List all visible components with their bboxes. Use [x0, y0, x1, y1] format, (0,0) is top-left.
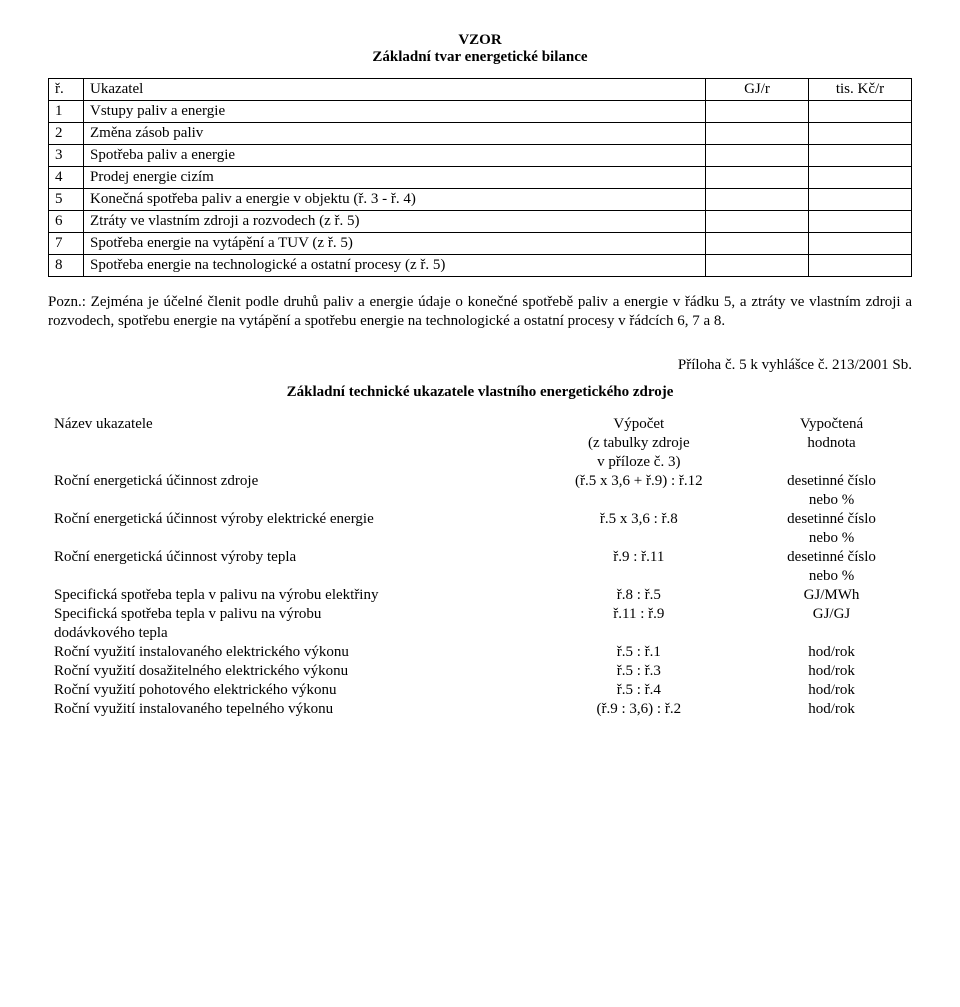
table-row-gj — [706, 255, 809, 277]
indicator-formula: ř.5 : ř.1 — [527, 643, 751, 662]
t2-head-c2c: v příloze č. 3) — [527, 453, 751, 472]
indicators-table: Název ukazatele Výpočet Vypočtená (z tab… — [48, 415, 912, 719]
table-row-kc — [809, 167, 912, 189]
table-row-gj — [706, 211, 809, 233]
indicator-name: Roční využití instalovaného tepelného vý… — [48, 700, 527, 719]
table-row-kc — [809, 145, 912, 167]
indicator-name: Roční energetická účinnost výroby elektr… — [48, 510, 527, 529]
t1-head-r: ř. — [49, 79, 84, 101]
annex-label: Příloha č. 5 k vyhlášce č. 213/2001 Sb. — [48, 357, 912, 374]
indicator-name: Specifická spotřeba tepla v palivu na vý… — [48, 586, 527, 605]
indicator-name: Roční využití instalovaného elektrického… — [48, 643, 527, 662]
table-row-kc — [809, 233, 912, 255]
indicator-formula: ř.8 : ř.5 — [527, 586, 751, 605]
table-row-label: Spotřeba paliv a energie — [84, 145, 706, 167]
indicator-name-cont — [48, 529, 527, 548]
table-row-kc — [809, 189, 912, 211]
t2-head-c3b: hodnota — [751, 434, 912, 453]
indicator-value: desetinné číslo — [751, 548, 912, 567]
table-row-gj — [706, 123, 809, 145]
t2-head-empty2 — [48, 453, 527, 472]
section-title: Základní technické ukazatele vlastního e… — [48, 384, 912, 401]
t1-head-kc: tis. Kč/r — [809, 79, 912, 101]
indicator-name: Roční energetická účinnost zdroje — [48, 472, 527, 491]
t2-head-c2b: (z tabulky zdroje — [527, 434, 751, 453]
indicator-name-cont — [48, 567, 527, 586]
table-row-gj — [706, 189, 809, 211]
table-row-num: 1 — [49, 101, 84, 123]
indicator-formula: ř.5 : ř.3 — [527, 662, 751, 681]
table-row-num: 7 — [49, 233, 84, 255]
indicator-name: Roční využití pohotového elektrického vý… — [48, 681, 527, 700]
doc-subtitle: Základní tvar energetické bilance — [48, 49, 912, 66]
table-row-kc — [809, 211, 912, 233]
t2-head-c2a: Výpočet — [527, 415, 751, 434]
indicator-value: hod/rok — [751, 700, 912, 719]
table-row-label: Spotřeba energie na vytápění a TUV (z ř.… — [84, 233, 706, 255]
table-row-num: 4 — [49, 167, 84, 189]
table-row-kc — [809, 123, 912, 145]
indicator-value-cont: nebo % — [751, 491, 912, 510]
indicator-formula: ř.9 : ř.11 — [527, 548, 751, 567]
indicator-formula-cont — [527, 624, 751, 643]
indicator-formula-cont — [527, 567, 751, 586]
indicator-formula-cont — [527, 491, 751, 510]
table-row-num: 6 — [49, 211, 84, 233]
table-row-label: Změna zásob paliv — [84, 123, 706, 145]
table-row-num: 8 — [49, 255, 84, 277]
indicator-name: Roční využití dosažitelného elektrického… — [48, 662, 527, 681]
table-row-gj — [706, 233, 809, 255]
indicator-name-cont: dodávkového tepla — [48, 624, 527, 643]
t1-head-gj: GJ/r — [706, 79, 809, 101]
t2-head-c3a: Vypočtená — [751, 415, 912, 434]
indicator-value: GJ/GJ — [751, 605, 912, 624]
table-row-kc — [809, 101, 912, 123]
indicator-value-cont: nebo % — [751, 529, 912, 548]
indicator-value: desetinné číslo — [751, 472, 912, 491]
table-row-num: 3 — [49, 145, 84, 167]
indicator-name-cont — [48, 491, 527, 510]
table-row-label: Ztráty ve vlastním zdroji a rozvodech (z… — [84, 211, 706, 233]
indicator-value: hod/rok — [751, 681, 912, 700]
indicator-value: desetinné číslo — [751, 510, 912, 529]
table-row-gj — [706, 101, 809, 123]
indicator-formula-cont — [527, 529, 751, 548]
indicator-value: hod/rok — [751, 643, 912, 662]
table-row-label: Vstupy paliv a energie — [84, 101, 706, 123]
indicator-name: Specifická spotřeba tepla v palivu na vý… — [48, 605, 527, 624]
t2-head-empty3 — [751, 453, 912, 472]
indicator-formula: ř.5 x 3,6 : ř.8 — [527, 510, 751, 529]
indicator-formula: (ř.9 : 3,6) : ř.2 — [527, 700, 751, 719]
doc-vzor: VZOR — [48, 32, 912, 49]
indicator-formula: ř.11 : ř.9 — [527, 605, 751, 624]
table-row-label: Konečná spotřeba paliv a energie v objek… — [84, 189, 706, 211]
t2-head-empty1 — [48, 434, 527, 453]
indicator-formula: (ř.5 x 3,6 + ř.9) : ř.12 — [527, 472, 751, 491]
indicator-value: hod/rok — [751, 662, 912, 681]
note-paragraph: Pozn.: Zejména je účelné členit podle dr… — [48, 293, 912, 331]
table-row-label: Prodej energie cizím — [84, 167, 706, 189]
table-row-gj — [706, 167, 809, 189]
t1-head-uk: Ukazatel — [84, 79, 706, 101]
indicator-name: Roční energetická účinnost výroby tepla — [48, 548, 527, 567]
indicator-value-cont: nebo % — [751, 567, 912, 586]
table-row-gj — [706, 145, 809, 167]
indicator-value-cont — [751, 624, 912, 643]
table-row-num: 5 — [49, 189, 84, 211]
table-row-num: 2 — [49, 123, 84, 145]
indicator-value: GJ/MWh — [751, 586, 912, 605]
indicator-formula: ř.5 : ř.4 — [527, 681, 751, 700]
energy-balance-table: ř. Ukazatel GJ/r tis. Kč/r 1Vstupy paliv… — [48, 78, 912, 277]
t2-head-c1: Název ukazatele — [48, 415, 527, 434]
table-row-label: Spotřeba energie na technologické a osta… — [84, 255, 706, 277]
table-row-kc — [809, 255, 912, 277]
